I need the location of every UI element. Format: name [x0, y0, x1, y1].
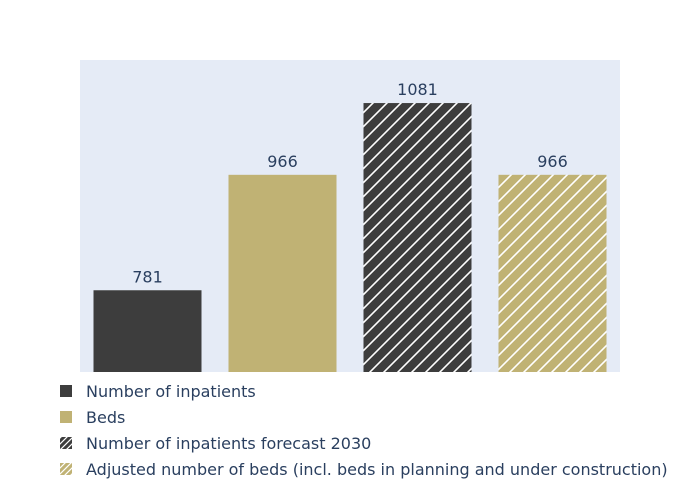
legend-swatch-1 — [60, 385, 72, 397]
legend-swatch-4 — [60, 463, 72, 475]
bar-4 — [498, 174, 607, 372]
data-label-1: 781 — [132, 267, 163, 286]
bar-1 — [93, 290, 202, 372]
legend-label-4: Adjusted number of beds (incl. beds in p… — [86, 460, 668, 479]
legend-label-1: Number of inpatients — [86, 382, 256, 401]
data-labels-layer: 781 966 1081 966 — [132, 80, 568, 286]
legend-swatch-2 — [60, 411, 72, 423]
data-label-4: 966 — [537, 152, 568, 171]
legend-swatch-3 — [60, 437, 72, 449]
legend-item-4[interactable]: Adjusted number of beds (incl. beds in p… — [60, 460, 668, 479]
data-label-3: 1081 — [397, 80, 438, 99]
legend-item-3[interactable]: Number of inpatients forecast 2030 — [60, 434, 371, 453]
data-label-2: 966 — [267, 152, 298, 171]
legend-item-1[interactable]: Number of inpatients — [60, 382, 256, 401]
bar-3 — [363, 103, 472, 372]
bars-layer — [93, 103, 607, 372]
legend: Number of inpatients Beds Number of inpati… — [60, 382, 668, 479]
bar-2 — [228, 174, 337, 372]
legend-item-2[interactable]: Beds — [60, 408, 125, 427]
legend-label-3: Number of inpatients forecast 2030 — [86, 434, 371, 453]
legend-label-2: Beds — [86, 408, 125, 427]
